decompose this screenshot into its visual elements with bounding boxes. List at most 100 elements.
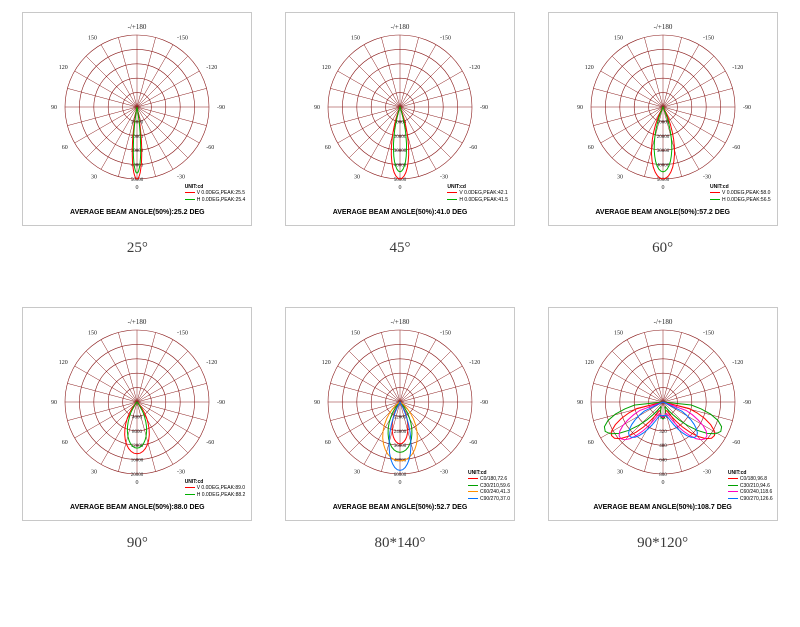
chart-cell: 030-3060-6090-90120-120150-150-/+1801200…: [283, 307, 518, 552]
svg-text:90: 90: [314, 105, 320, 111]
svg-text:10000: 10000: [131, 120, 144, 125]
svg-text:-60: -60: [207, 440, 215, 446]
svg-text:120: 120: [584, 360, 593, 366]
svg-text:-90: -90: [480, 400, 488, 406]
legend: UNIT:cdV 0.0DEG,PEAK:25.5H 0.0DEG,PEAK:2…: [185, 184, 246, 204]
svg-text:12000: 12000: [394, 415, 407, 420]
svg-text:30: 30: [354, 174, 360, 180]
polar-plot: 030-3060-6090-90120-120150-150-/+1804000…: [28, 314, 246, 502]
svg-text:-150: -150: [703, 36, 714, 42]
polar-plot: 030-3060-6090-90120-120150-150-/+1801000…: [554, 19, 772, 207]
svg-text:-60: -60: [732, 145, 740, 151]
svg-text:90: 90: [51, 400, 57, 406]
chart-caption: 45°: [389, 240, 410, 257]
svg-text:0: 0: [398, 480, 401, 486]
svg-text:-120: -120: [732, 360, 743, 366]
svg-text:0: 0: [661, 480, 664, 486]
beam-angle-footer: AVERAGE BEAM ANGLE(50%):88.0 DEG: [70, 504, 205, 511]
legend: UNIT:cdC0/180,72.6C30/210,59.6C60/240,41…: [468, 470, 510, 503]
svg-text:150: 150: [614, 331, 623, 337]
svg-text:20000: 20000: [656, 135, 669, 140]
svg-text:-60: -60: [469, 145, 477, 151]
chart-cell: 030-3060-6090-90120-120150-150-/+1801000…: [283, 12, 518, 257]
svg-text:-150: -150: [703, 331, 714, 337]
svg-text:-90: -90: [743, 400, 751, 406]
svg-text:24000: 24000: [394, 430, 407, 435]
svg-text:-/+180: -/+180: [653, 23, 672, 31]
svg-text:150: 150: [88, 36, 97, 42]
svg-text:0: 0: [398, 185, 401, 191]
chart-frame: 030-3060-6090-90120-120150-150-/+1804000…: [22, 307, 252, 521]
svg-text:0: 0: [136, 480, 139, 486]
svg-text:-30: -30: [440, 469, 448, 475]
svg-text:4000: 4000: [132, 415, 143, 420]
beam-angle-footer: AVERAGE BEAM ANGLE(50%):25.2 DEG: [70, 209, 205, 216]
chart-caption: 25°: [127, 240, 148, 257]
svg-text:30000: 30000: [656, 149, 669, 154]
svg-text:480: 480: [659, 444, 667, 449]
svg-text:60: 60: [587, 440, 593, 446]
svg-text:-30: -30: [177, 469, 185, 475]
svg-text:-120: -120: [732, 65, 743, 71]
chart-cell: 030-3060-6090-90120-120150-150-/+1801000…: [20, 12, 255, 257]
svg-text:150: 150: [351, 331, 360, 337]
svg-text:120: 120: [322, 360, 331, 366]
svg-text:800: 800: [659, 473, 667, 478]
svg-text:-150: -150: [177, 36, 188, 42]
svg-text:-/+180: -/+180: [128, 23, 147, 31]
chart-cell: 030-3060-6090-90120-120150-150-/+1804000…: [20, 307, 255, 552]
chart-frame: 030-3060-6090-90120-120150-150-/+1801603…: [548, 307, 778, 521]
svg-text:0: 0: [661, 185, 664, 191]
chart-cell: 030-3060-6090-90120-120150-150-/+1801000…: [545, 12, 780, 257]
chart-caption: 60°: [652, 240, 673, 257]
svg-text:0: 0: [136, 185, 139, 191]
legend: UNIT:cdV 0.0DEG,PEAK:58.0H 0.0DEG,PEAK:5…: [710, 184, 771, 204]
svg-text:150: 150: [614, 36, 623, 42]
svg-text:-60: -60: [207, 145, 215, 151]
svg-text:-90: -90: [743, 105, 751, 111]
svg-text:60: 60: [325, 440, 331, 446]
svg-text:640: 640: [659, 459, 667, 464]
chart-caption: 80*140°: [374, 535, 425, 552]
svg-text:36000: 36000: [394, 444, 407, 449]
svg-text:60: 60: [62, 145, 68, 151]
svg-text:-120: -120: [469, 360, 480, 366]
chart-caption: 90°: [127, 535, 148, 552]
chart-cell: 030-3060-6090-90120-120150-150-/+1801603…: [545, 307, 780, 552]
svg-text:90: 90: [314, 400, 320, 406]
svg-text:-150: -150: [177, 331, 188, 337]
svg-text:-120: -120: [207, 65, 218, 71]
svg-text:120: 120: [322, 65, 331, 71]
svg-text:30000: 30000: [394, 149, 407, 154]
svg-text:60: 60: [325, 145, 331, 151]
beam-angle-footer: AVERAGE BEAM ANGLE(50%):52.7 DEG: [333, 504, 468, 511]
beam-angle-footer: AVERAGE BEAM ANGLE(50%):108.7 DEG: [593, 504, 731, 511]
svg-text:8000: 8000: [132, 430, 143, 435]
chart-frame: 030-3060-6090-90120-120150-150-/+1801000…: [548, 12, 778, 226]
svg-text:-30: -30: [703, 469, 711, 475]
legend: UNIT:cdV 0.0DEG,PEAK:42.1H 0.0DEG,PEAK:4…: [447, 184, 508, 204]
svg-text:-30: -30: [440, 174, 448, 180]
svg-text:150: 150: [88, 331, 97, 337]
beam-angle-footer: AVERAGE BEAM ANGLE(50%):57.2 DEG: [595, 209, 730, 216]
legend: UNIT:cdV 0.0DEG,PEAK:89.0H 0.0DEG,PEAK:8…: [185, 479, 246, 499]
svg-text:150: 150: [351, 36, 360, 42]
svg-text:20000: 20000: [131, 473, 144, 478]
svg-text:-60: -60: [469, 440, 477, 446]
svg-text:30: 30: [354, 469, 360, 475]
svg-text:90: 90: [577, 105, 583, 111]
legend: UNIT:cdC0/180,96.8C30/210,94.6C60/240,11…: [728, 470, 773, 503]
chart-frame: 030-3060-6090-90120-120150-150-/+1801000…: [285, 12, 515, 226]
svg-text:30: 30: [617, 174, 623, 180]
svg-text:-150: -150: [440, 36, 451, 42]
svg-text:120: 120: [59, 65, 68, 71]
polar-plot: 030-3060-6090-90120-120150-150-/+1801000…: [291, 19, 509, 207]
svg-text:-/+180: -/+180: [653, 318, 672, 326]
svg-text:-/+180: -/+180: [128, 318, 147, 326]
svg-text:-90: -90: [480, 105, 488, 111]
svg-text:-/+180: -/+180: [391, 23, 410, 31]
svg-text:30: 30: [91, 469, 97, 475]
svg-text:-30: -30: [177, 174, 185, 180]
svg-text:120: 120: [584, 65, 593, 71]
chart-frame: 030-3060-6090-90120-120150-150-/+1801000…: [22, 12, 252, 226]
